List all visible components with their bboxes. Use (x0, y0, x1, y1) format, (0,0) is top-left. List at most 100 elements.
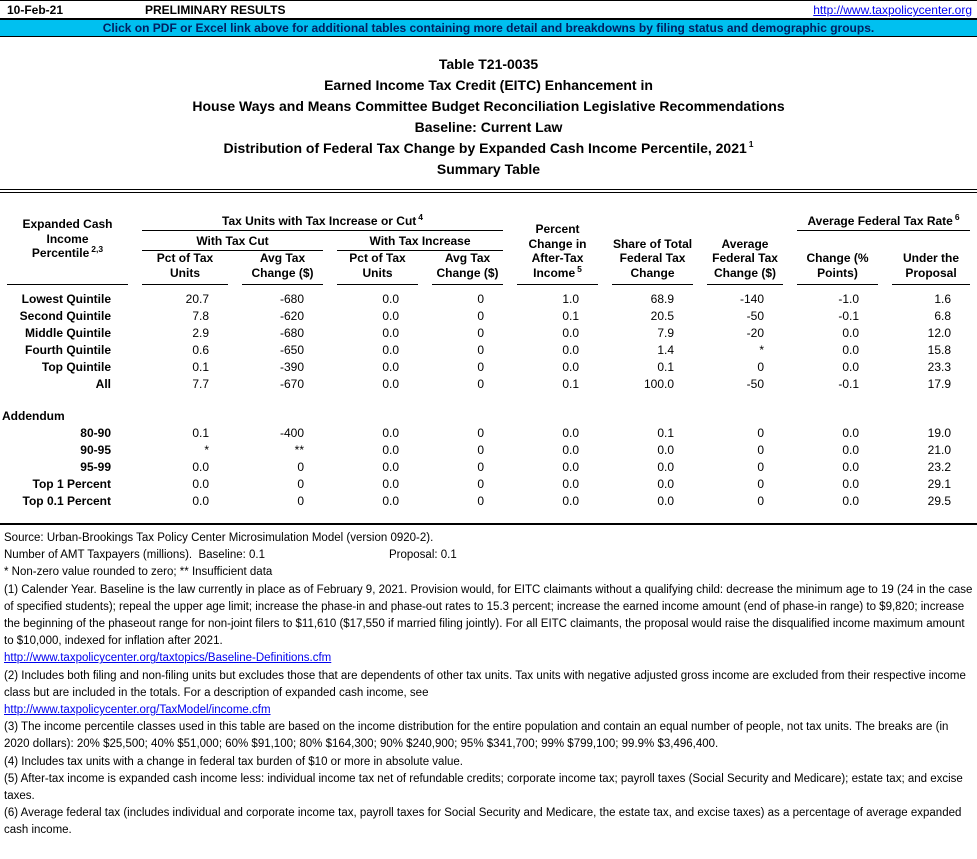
cell-value: 0.1 (657, 360, 675, 374)
cell-value: 0.1 (562, 377, 580, 391)
cell-value: 0 (757, 460, 765, 474)
footnote-line: (3) The income percentile classes used i… (4, 721, 949, 751)
cell-value: 0.0 (562, 326, 580, 340)
cell-value: 0.0 (842, 326, 860, 340)
spacer-row (0, 393, 977, 408)
stub-header-line: Expanded Cash Income (22, 217, 113, 246)
col-header-rate-under-proposal: Under the Proposal (885, 231, 977, 285)
cell-value: * (759, 343, 765, 357)
cell-value: 0.0 (382, 443, 399, 457)
col-header-avg-change-cut: Avg Tax Change ($) (235, 251, 330, 285)
subgroup-with-tax-cut: With Tax Cut (135, 231, 330, 251)
cell-value: -670 (279, 377, 304, 391)
cell-value: 0 (297, 477, 304, 491)
cell-value: 0 (477, 443, 485, 457)
cell-value: 19.0 (927, 426, 952, 440)
cell-value: 7.7 (192, 377, 209, 391)
addendum-row: Addendum (0, 408, 977, 425)
footnote-line: Source: Urban-Brookings Tax Policy Cente… (4, 532, 434, 544)
col-header-share-total: Share of Total Federal Tax Change (605, 193, 700, 285)
cell-value: 0.1 (562, 309, 580, 323)
cell-value: 0.0 (382, 477, 399, 491)
col-header-pct-units-cut: Pct of Tax Units (135, 251, 235, 285)
amt-proposal: Proposal: 0.1 (389, 549, 457, 562)
footnote-line: * Non-zero value rounded to zero; ** Ins… (4, 566, 273, 579)
cell-value: 0.0 (657, 477, 675, 491)
footnote-ref: 1 (748, 139, 754, 150)
title-distribution: Distribution of Federal Tax Change by Ex… (223, 140, 747, 156)
col-header-pct-units-increase: Pct of Tax Units (330, 251, 425, 285)
cell-value: 0.0 (382, 343, 399, 357)
row-label: All (95, 377, 111, 391)
cell-value: 0.0 (382, 326, 399, 340)
cell-value: 0 (477, 292, 485, 306)
cell-value: 0.0 (657, 443, 675, 457)
amt-taxpayers-line: Number of AMT Taxpayers (millions). Base… (4, 547, 973, 564)
cell-value: 0.0 (382, 460, 399, 474)
table-row: 90-95 * ** 0.0 0 0.0 0.0 0 0.0 21.0 (0, 442, 977, 459)
table-row: Top 0.1 Percent 0.0 0 0.0 0 0.0 0.0 0 0.0 29.5 (0, 493, 977, 510)
row-label: Top 1 Percent (32, 477, 111, 491)
cell-value: 0.0 (382, 377, 399, 391)
cell-value: -50 (746, 309, 765, 323)
table-row: Lowest Quintile 20.7 -680 0.0 0 1.0 68.9 -140 -1… (0, 285, 977, 308)
table-row: Fourth Quintile 0.6 -650 0.0 0 0.0 1.4 * 0.0 15.8 (0, 342, 977, 359)
cell-value: 0.0 (562, 494, 580, 508)
cell-value: 23.3 (927, 360, 952, 374)
footnote-ref: 2,3 (91, 244, 104, 255)
footnote-ref: 5 (577, 263, 582, 274)
footnote-line: (1) Calender Year. Baseline is the law c… (4, 583, 973, 648)
cell-value: 1.6 (934, 292, 952, 306)
title-line: House Ways and Means Committee Budget Re… (192, 98, 785, 114)
cell-value: 0.6 (192, 343, 209, 357)
col-header-avg-fed-change: Average Federal Tax Change ($) (700, 193, 790, 285)
table-row: 95-99 0.0 0 0.0 0 0.0 0.0 0 0.0 23.2 (0, 459, 977, 476)
cell-value: 0.0 (562, 426, 580, 440)
cell-value: 6.8 (934, 309, 952, 323)
amt-baseline: Number of AMT Taxpayers (millions). Base… (4, 549, 265, 562)
footnote-ref: 4 (418, 212, 424, 222)
cell-value: 0 (477, 326, 485, 340)
cell-value: 0.1 (192, 360, 209, 374)
row-label: Second Quintile (19, 309, 111, 323)
cell-value: 100.0 (643, 377, 675, 391)
cell-value: 0 (757, 494, 765, 508)
footnote-line: (6) Average federal tax (includes indivi… (4, 807, 962, 837)
cell-value: 0.0 (562, 477, 580, 491)
footnotes: Source: Urban-Brookings Tax Policy Cente… (0, 530, 977, 840)
site-link[interactable]: http://www.taxpolicycenter.org (813, 3, 972, 17)
table-row: All 7.7 -670 0.0 0 0.1 100.0 -50 -0.1 17.9 (0, 376, 977, 393)
data-table: Expanded Cash Income Percentile 2,3 Tax U… (0, 193, 977, 510)
cell-value: 0 (757, 426, 765, 440)
cell-value: -400 (279, 426, 304, 440)
table-area: Expanded Cash Income Percentile 2,3 Tax U… (0, 189, 977, 525)
cell-value: 7.9 (657, 326, 675, 340)
footnote-line: (4) Includes tax units with a change in … (4, 755, 463, 768)
cell-value: 0 (477, 343, 485, 357)
preliminary-results-label: PRELIMINARY RESULTS (145, 3, 286, 17)
cell-value: 0 (297, 494, 304, 508)
cell-value: -680 (279, 326, 304, 340)
cell-value: 29.5 (927, 494, 952, 508)
cell-value: -140 (739, 292, 765, 306)
footnote-link[interactable]: http://www.taxpolicycenter.org/TaxModel/… (4, 704, 271, 717)
cell-value: 0 (477, 460, 485, 474)
cell-value: 23.2 (927, 460, 952, 474)
cell-value: 0.0 (842, 460, 860, 474)
cell-value: 0.0 (657, 494, 675, 508)
table-row: Middle Quintile 2.9 -680 0.0 0 0.0 7.9 -20 0.0 12… (0, 325, 977, 342)
cell-value: 0 (477, 477, 485, 491)
footnote-link[interactable]: http://www.taxpolicycenter.org/taxtopics… (4, 652, 332, 665)
table-row: 80-90 0.1 -400 0.0 0 0.0 0.1 0 0.0 19.0 (0, 425, 977, 442)
row-label: 80-90 (80, 426, 111, 440)
footnote-line: http://www.taxpolicycenter.org/TaxModel/… (4, 702, 973, 719)
cell-value: 0.1 (657, 426, 675, 440)
cell-value: 0.0 (842, 360, 860, 374)
cell-value: 0 (757, 443, 765, 457)
cell-value: 0.1 (192, 426, 209, 440)
cell-value: 0 (477, 377, 485, 391)
cell-value: 68.9 (650, 292, 675, 306)
cell-value: 0.0 (562, 460, 580, 474)
table-bottom-rule (0, 523, 977, 525)
cell-value: -1.0 (838, 292, 860, 306)
